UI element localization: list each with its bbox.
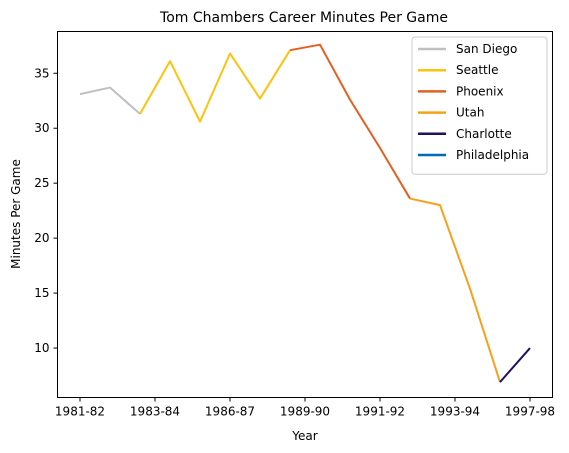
legend: San Diego Seattle Phoenix Utah Charlotte Phil… — [411, 36, 548, 175]
y-axis: 10 15 20 25 30 35 — [34, 66, 58, 355]
legend-label-charlotte: Charlotte — [456, 127, 512, 141]
series-line-phoenix — [289, 43, 411, 200]
series-line-utah — [409, 197, 501, 383]
series-line-charlotte — [499, 347, 531, 383]
legend-label-utah: Utah — [456, 106, 484, 120]
series-line-seattle — [139, 49, 291, 123]
y-tick-label: 15 — [34, 286, 49, 300]
x-tick-label: 1986-87 — [205, 405, 255, 419]
y-tick-label: 25 — [34, 176, 49, 190]
x-tick-label: 1993-94 — [430, 405, 480, 419]
x-tick-label: 1989-90 — [280, 405, 330, 419]
y-tick-label: 35 — [34, 66, 49, 80]
x-tick-label: 1997-98 — [505, 405, 555, 419]
x-tick-label: 1981-82 — [55, 405, 105, 419]
legend-label-san-diego: San Diego — [456, 42, 517, 56]
legend-label-philadelphia: Philadelphia — [456, 148, 529, 162]
y-tick-label: 20 — [34, 231, 49, 245]
y-axis-title: Minutes Per Game — [9, 159, 23, 269]
x-axis-title: Year — [291, 429, 317, 443]
series-line-san-diego — [79, 86, 141, 115]
x-tick-label: 1991-92 — [355, 405, 405, 419]
y-tick-label: 30 — [34, 121, 49, 135]
x-tick-label: 1983-84 — [130, 405, 180, 419]
y-tick-label: 10 — [34, 341, 49, 355]
x-axis: 1981-82 1983-84 1986-87 1989-90 1991-92 1993-… — [55, 397, 555, 419]
chart-title: Tom Chambers Career Minutes Per Game — [159, 10, 448, 26]
legend-label-seattle: Seattle — [456, 63, 498, 77]
plot-lines — [79, 43, 531, 383]
legend-label-phoenix: Phoenix — [456, 84, 504, 98]
